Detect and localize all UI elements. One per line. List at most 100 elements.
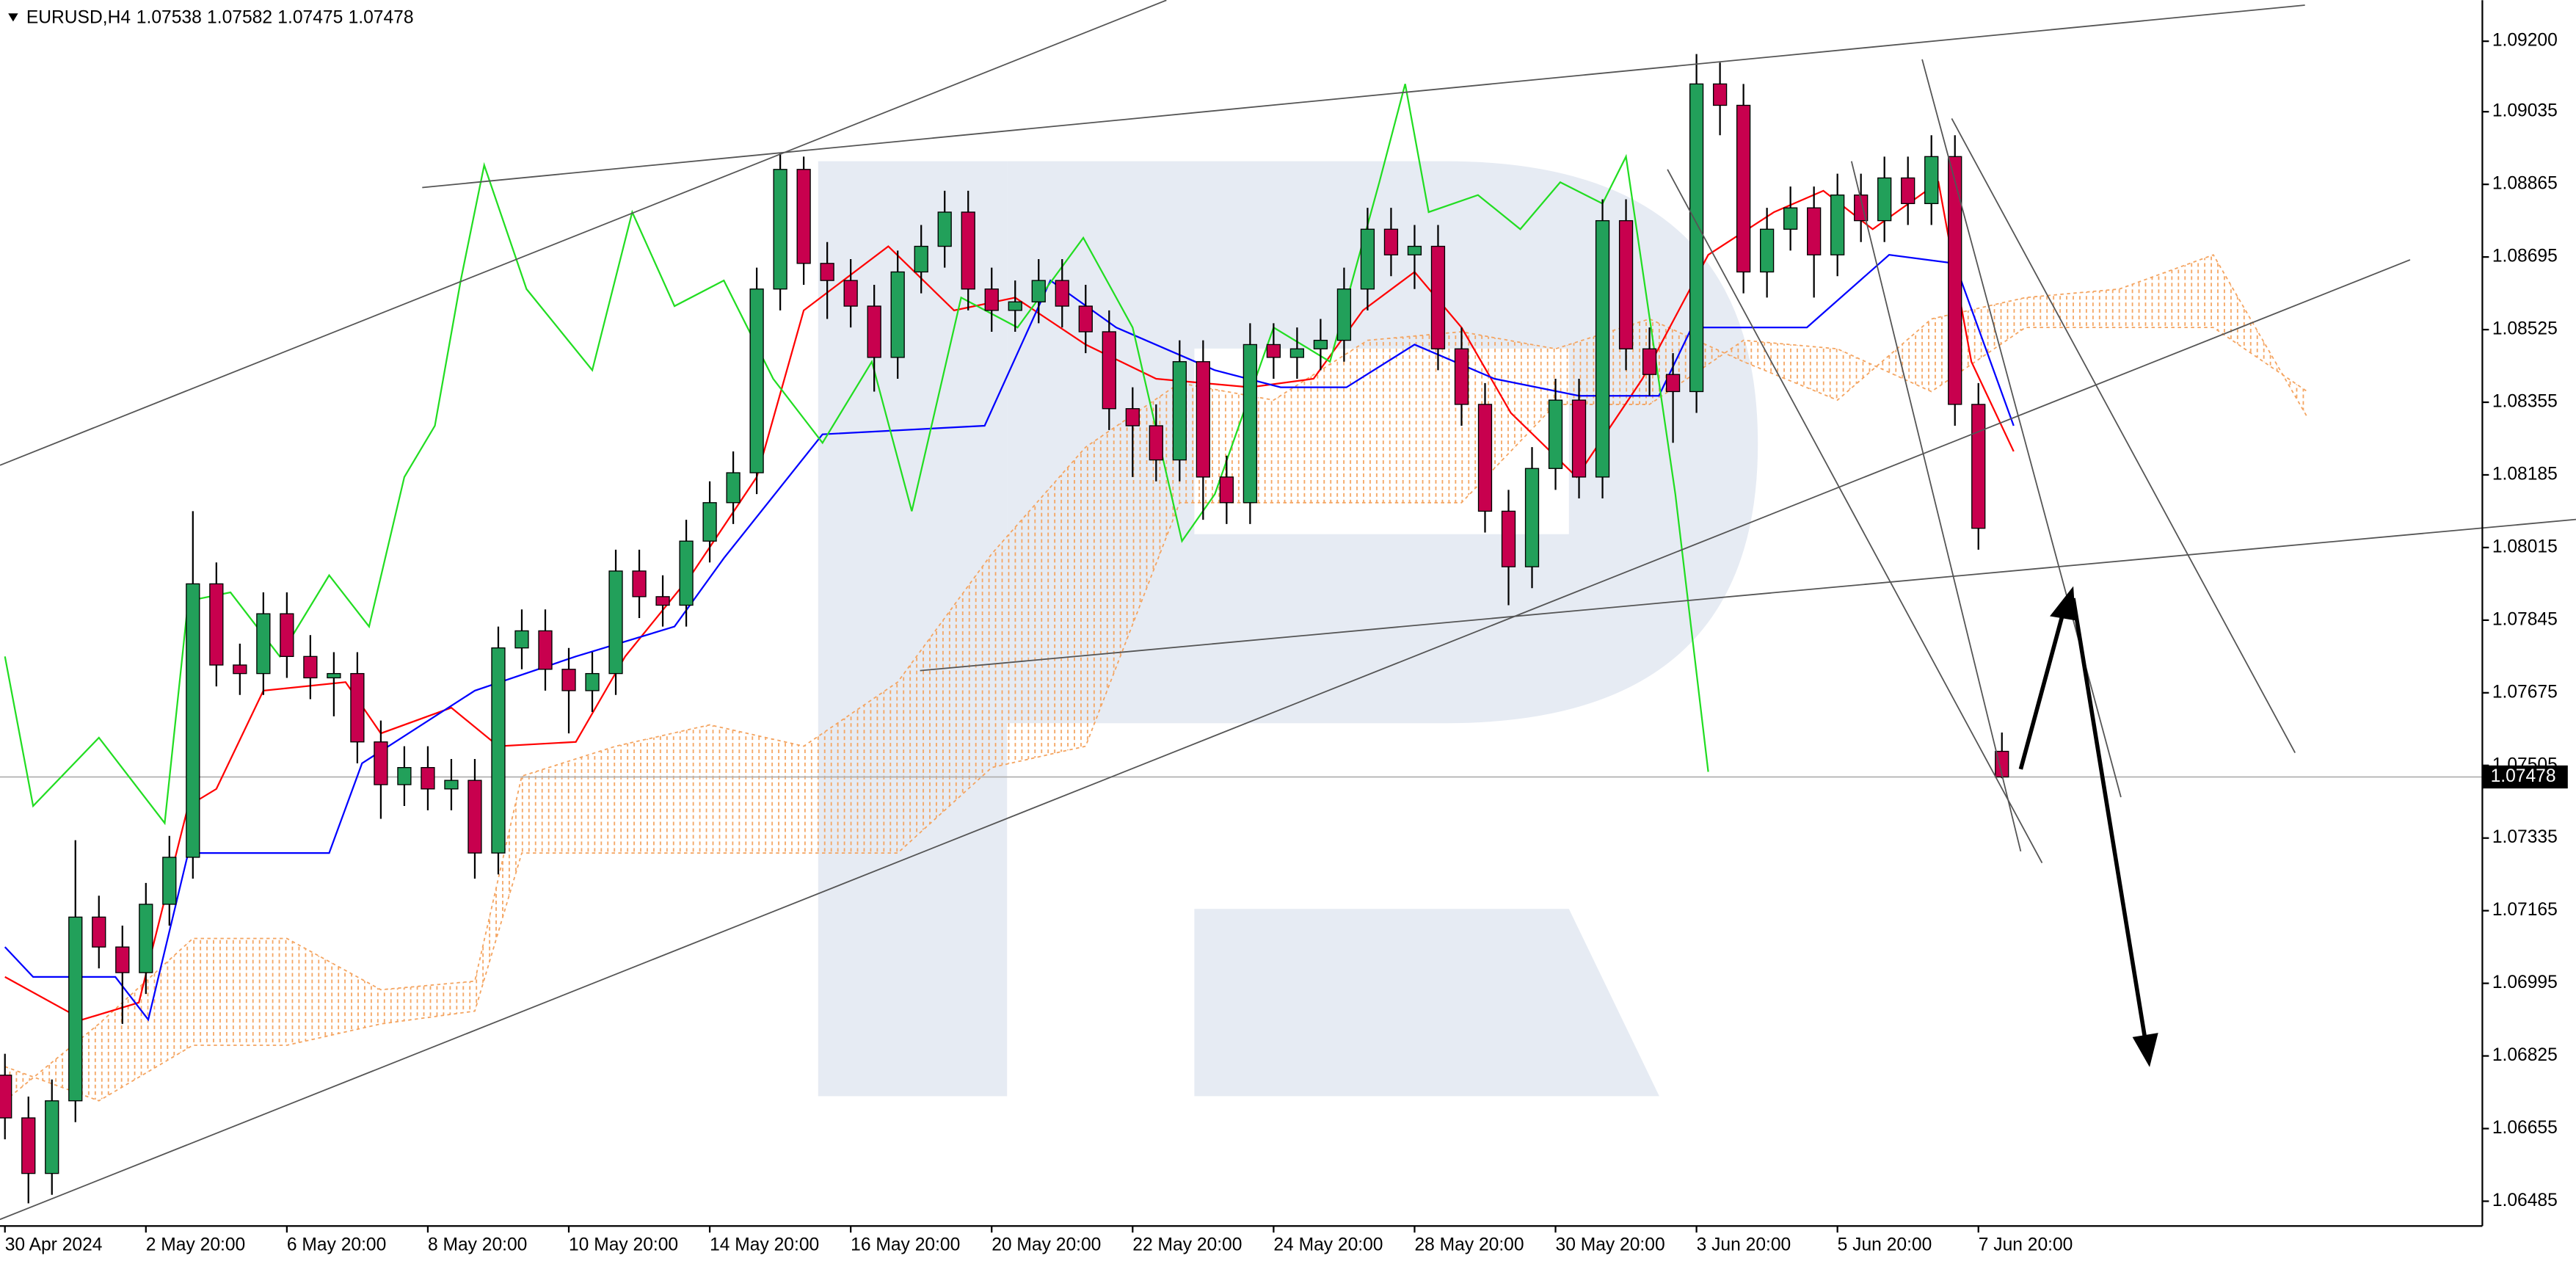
candle-body — [21, 1117, 36, 1174]
candle-body — [1783, 207, 1798, 230]
candle-body — [1595, 219, 1610, 478]
candle-body — [1571, 399, 1587, 478]
candle-body — [327, 672, 341, 679]
candle-body — [585, 672, 600, 691]
candle-body — [796, 169, 811, 264]
x-tick-label: 20 May 20:00 — [992, 1235, 1101, 1255]
x-tick-label: 16 May 20:00 — [851, 1235, 960, 1255]
candle-body — [538, 630, 553, 670]
candle-body — [1642, 348, 1657, 375]
y-tick-label: 1.07845 — [2492, 609, 2558, 629]
candle-body — [115, 946, 130, 973]
ohlc-close: 1.07478 — [349, 7, 414, 27]
candle-body — [1383, 228, 1399, 255]
y-tick-label: 1.07335 — [2492, 827, 2558, 847]
price-tag — [2482, 765, 2568, 789]
x-tick-label: 28 May 20:00 — [1414, 1235, 1524, 1255]
x-tick-label: 3 Jun 20:00 — [1697, 1235, 1791, 1255]
arrow — [2018, 611, 2066, 770]
candle-body — [1196, 361, 1210, 478]
candle-body — [1948, 156, 1962, 405]
candle-body — [773, 169, 787, 290]
candle-body — [1454, 348, 1469, 405]
candle-body — [303, 655, 318, 679]
candle-body — [1501, 510, 1516, 567]
candle-body — [514, 630, 529, 649]
candle-body — [726, 472, 741, 504]
symbol: EURUSD,H4 — [26, 7, 131, 27]
candle-body — [1102, 331, 1116, 410]
candle-body — [45, 1100, 59, 1174]
candle-body — [256, 613, 271, 675]
x-tick-label: 10 May 20:00 — [569, 1235, 678, 1255]
candle-body — [1877, 177, 1892, 222]
candle-body — [1266, 344, 1281, 358]
trend-line — [1667, 169, 2043, 863]
y-tick-label: 1.08185 — [2492, 464, 2558, 484]
candle-body — [1618, 219, 1634, 349]
candle-body — [1736, 104, 1751, 273]
trend-line — [0, 259, 2411, 1221]
candle-body — [1313, 339, 1328, 349]
candle-body — [421, 767, 435, 790]
arrow — [2071, 598, 2148, 1042]
candle-body — [1055, 280, 1069, 307]
cloud-fill — [98, 938, 193, 1101]
candle-body — [679, 540, 694, 606]
candle-body — [608, 570, 623, 675]
x-tick-label: 30 Apr 2024 — [5, 1235, 103, 1255]
price-tag-label: 1.07478 — [2491, 766, 2556, 786]
candle-body — [444, 780, 459, 790]
candle-body — [632, 570, 647, 598]
candle-body — [139, 904, 153, 973]
candle-body — [702, 502, 717, 542]
plot-area — [0, 54, 2483, 1204]
x-tick-label: 2 May 20:00 — [146, 1235, 245, 1255]
y-tick-label: 1.08355 — [2492, 392, 2558, 412]
candle-body — [92, 916, 106, 948]
y-tick-label: 1.06485 — [2492, 1191, 2558, 1210]
candle-body — [1219, 476, 1234, 504]
y-tick-label: 1.08525 — [2492, 319, 2558, 339]
trend-line — [1921, 59, 2122, 798]
ohlc-high: 1.07582 — [207, 7, 272, 27]
y-tick-label: 1.08695 — [2492, 247, 2558, 266]
x-tick-label: 22 May 20:00 — [1132, 1235, 1242, 1255]
y-tick-label: 1.07675 — [2492, 682, 2558, 702]
y-tick-label: 1.09035 — [2492, 101, 2558, 121]
candle-body — [1149, 425, 1163, 461]
trend-line — [422, 4, 2305, 189]
trend-line — [920, 518, 2576, 672]
y-tick-label: 1.07165 — [2492, 900, 2558, 920]
x-tick-label: 8 May 20:00 — [428, 1235, 527, 1255]
candle-body — [491, 647, 506, 854]
candle-body — [1242, 344, 1258, 504]
candle-body — [1172, 361, 1187, 461]
candle-body — [1430, 245, 1446, 349]
candle-body — [186, 583, 200, 858]
cloud-fill — [616, 724, 710, 854]
indicator-line — [4, 84, 1709, 826]
x-tick-label: 14 May 20:00 — [710, 1235, 819, 1255]
candle-body — [280, 613, 294, 658]
candle-body — [1548, 399, 1563, 469]
cloud-fill — [192, 938, 287, 1046]
candle-body — [1712, 83, 1728, 106]
candle-body — [749, 288, 764, 473]
ohlc-low: 1.07475 — [277, 7, 343, 27]
y-tick-label: 1.06995 — [2492, 973, 2558, 992]
cloud-fill — [710, 724, 804, 854]
candle-body — [1689, 83, 1704, 393]
candle-body — [350, 672, 365, 743]
candle-body — [1477, 404, 1493, 512]
candle-body — [1008, 301, 1022, 311]
candle-body — [1759, 228, 1775, 273]
y-tick-label: 1.06655 — [2492, 1118, 2558, 1138]
header: EURUSD,H4 1.07538 1.07582 1.07475 1.0747… — [8, 7, 414, 27]
candle-body — [374, 741, 388, 785]
y-tick-label: 1.08865 — [2492, 174, 2558, 194]
y-tick-label: 1.08015 — [2492, 537, 2558, 556]
cloud-fill — [1837, 319, 1932, 401]
candle-body — [1924, 156, 1939, 205]
cloud-fill — [286, 938, 381, 1046]
